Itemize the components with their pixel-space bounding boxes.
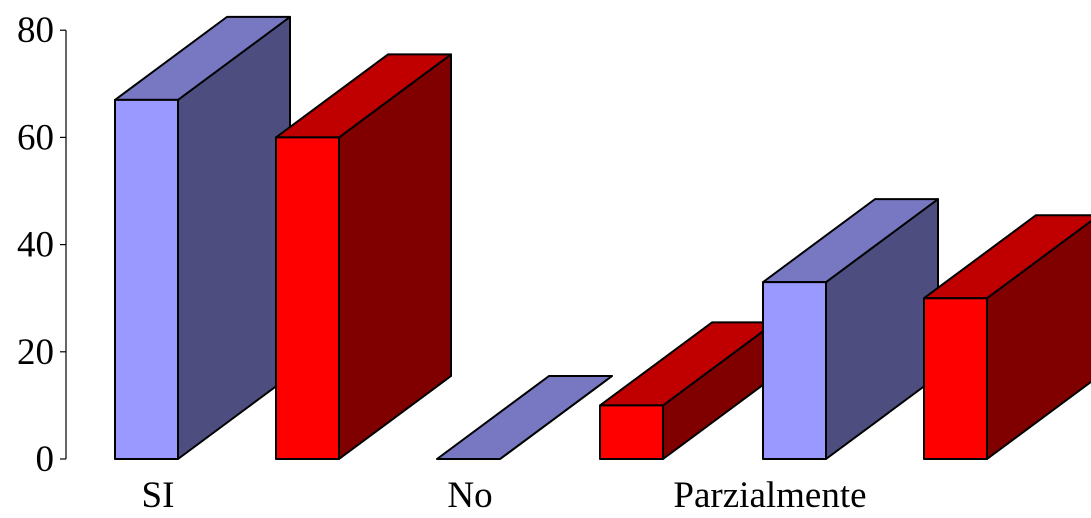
bar-si-series-1: [114, 15, 291, 460]
y-tick-label: 20: [17, 332, 54, 373]
bar-front-face: [275, 136, 340, 460]
bar-front-face: [114, 98, 179, 460]
bars: [114, 15, 1091, 461]
bar-front-face: [762, 281, 827, 460]
y-axis: 0 20 40 60 80: [17, 10, 67, 480]
y-tick-label: 80: [17, 10, 54, 51]
bar-front-face: [599, 404, 664, 460]
bar-si-series-2: [275, 53, 452, 460]
bar-top-face: [436, 375, 613, 460]
bar-no-series-1: [436, 375, 613, 460]
bar-no-series-2: [599, 321, 776, 460]
bar-front-face: [923, 297, 988, 461]
x-category-label: Parzialmente: [673, 475, 866, 516]
bar-parzialmente-series-2: [923, 214, 1091, 461]
x-category-label: No: [447, 475, 492, 516]
x-axis-labels: SI No Parzialmente: [142, 475, 867, 516]
bar-parzialmente-series-1: [762, 198, 939, 460]
x-category-label: SI: [142, 475, 175, 516]
y-tick-label: 0: [36, 439, 55, 480]
y-tick-label: 60: [17, 117, 54, 158]
y-tick-label: 40: [17, 225, 54, 266]
